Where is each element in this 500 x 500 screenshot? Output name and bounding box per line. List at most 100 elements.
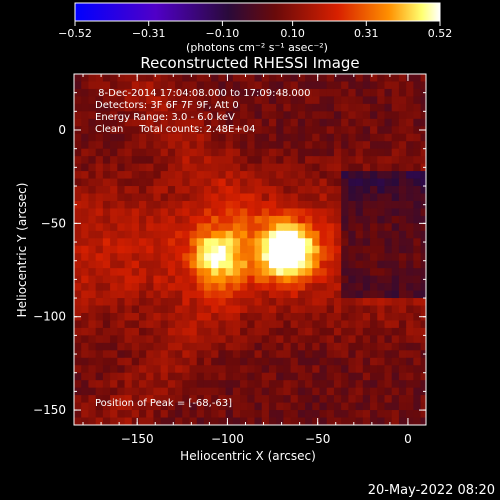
heatmap-cell (398, 260, 407, 269)
heatmap-cell (124, 312, 133, 322)
heatmap-cell (74, 141, 82, 150)
heatmap-cell (196, 335, 205, 344)
heatmap-cell (218, 357, 227, 366)
heatmap-cell (290, 96, 299, 105)
heatmap-cell (247, 126, 256, 135)
heatmap-cell (74, 298, 82, 307)
heatmap-cell (406, 74, 414, 83)
heatmap-cell (175, 111, 183, 120)
heatmap-cell (117, 305, 126, 314)
heatmap-cell (189, 298, 198, 307)
heatmap-cell (362, 133, 371, 142)
heatmap-cell (428, 186, 436, 194)
heatmap-cell (153, 410, 162, 419)
heatmap-cell (326, 380, 335, 389)
heatmap-cell (326, 193, 335, 202)
heatmap-cell (362, 350, 371, 359)
heatmap-cell (131, 260, 140, 269)
heatmap-cell (333, 148, 342, 157)
heatmap-cell (95, 395, 104, 404)
heatmap-cell (196, 327, 205, 336)
heatmap-cell (74, 200, 82, 210)
heatmap-cell (276, 327, 284, 336)
heatmap-cell (355, 305, 364, 314)
heatmap-cell (196, 365, 205, 374)
heatmap-cell (254, 253, 263, 262)
heatmap-cell (74, 425, 82, 433)
heatmap-cell (391, 380, 400, 389)
heatmap-cell (398, 103, 407, 112)
heatmap-cell (428, 134, 436, 142)
heatmap-cell (124, 118, 133, 127)
heatmap-cell (319, 111, 328, 120)
heatmap-cell (297, 298, 306, 307)
heatmap-cell (384, 215, 393, 224)
heatmap-cell (175, 96, 183, 105)
heatmap-cell (406, 260, 414, 269)
heatmap-cell (362, 141, 371, 150)
heatmap-cell (211, 290, 220, 299)
heatmap-cell (160, 215, 169, 224)
heatmap-cell (319, 387, 328, 396)
heatmap-cell (341, 372, 349, 381)
heatmap-cell (290, 208, 299, 217)
heatmap-cell (131, 305, 140, 314)
heatmap-cell (146, 342, 155, 351)
heatmap-cell (182, 74, 191, 83)
heatmap-cell (110, 387, 118, 396)
heatmap-cell (232, 402, 241, 411)
heatmap-cell (355, 238, 364, 247)
heatmap-cell (261, 380, 270, 389)
heatmap-cell (182, 178, 191, 187)
heatmap-cell (124, 156, 133, 165)
heatmap-cell (312, 342, 321, 351)
heatmap-cell (283, 208, 292, 217)
heatmap-cell (362, 312, 371, 322)
heatmap-cell (348, 81, 357, 90)
heatmap-cell (160, 200, 169, 210)
heatmap-cell (341, 148, 349, 157)
heatmap-cell (319, 186, 328, 195)
heatmap-cell (146, 148, 155, 157)
heatmap-cell (348, 312, 357, 322)
heatmap-cell (117, 103, 126, 112)
heatmap-cell (88, 395, 97, 404)
heatmap-cell (276, 380, 284, 389)
heatmap-cell (254, 133, 263, 142)
heatmap-cell (261, 327, 270, 336)
heatmap-cell (297, 208, 306, 217)
heatmap-cell (355, 178, 364, 187)
heatmap-cell (312, 111, 321, 120)
heatmap-cell (218, 215, 227, 224)
heatmap-cell (167, 245, 176, 254)
heatmap-cell (254, 148, 263, 157)
heatmap-cell (261, 387, 270, 396)
heatmap-cell (420, 298, 426, 307)
heatmap-cell (413, 103, 422, 112)
heatmap-cell (211, 223, 220, 232)
heatmap-cell (420, 417, 426, 425)
heatmap-cell (138, 298, 147, 307)
heatmap-cell (138, 103, 147, 112)
heatmap-cell (413, 96, 422, 105)
heatmap-cell (406, 305, 414, 314)
heatmap-cell (102, 88, 111, 98)
heatmap-cell (384, 126, 393, 135)
heatmap-cell (276, 260, 284, 269)
heatmap-cell (362, 342, 371, 351)
heatmap-cell (203, 380, 212, 389)
heatmap-cell (384, 335, 393, 344)
heatmap-cell (261, 141, 270, 150)
heatmap-cell (189, 395, 198, 404)
heatmap-cell (167, 395, 176, 404)
heatmap-cell (370, 223, 378, 232)
heatmap-cell (268, 96, 277, 105)
heatmap-cell (319, 312, 328, 322)
heatmap-cell (175, 327, 183, 336)
heatmap-cell (391, 327, 400, 336)
heatmap-cell (398, 171, 407, 180)
heatmap-cell (160, 118, 169, 127)
heatmap-cell (283, 395, 292, 404)
heatmap-cell (153, 402, 162, 411)
heatmap-cell (88, 156, 97, 165)
